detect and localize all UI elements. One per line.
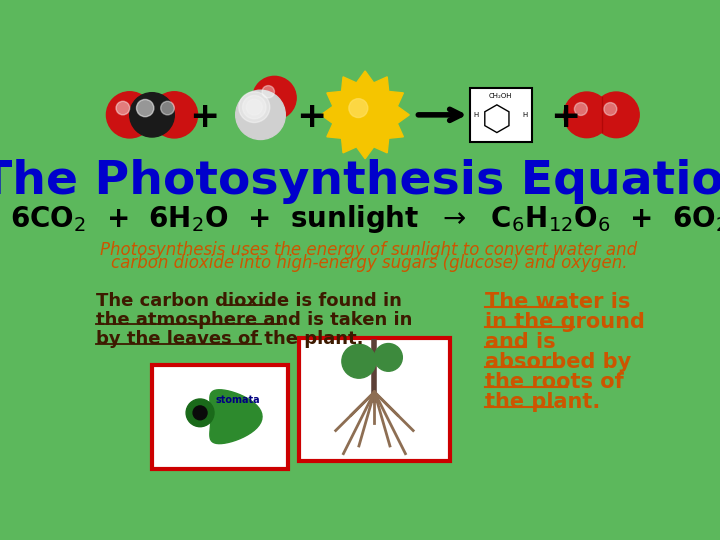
Polygon shape xyxy=(210,390,262,444)
Text: the atmosphere and is taken in: the atmosphere and is taken in xyxy=(96,311,413,329)
Circle shape xyxy=(253,76,296,119)
Circle shape xyxy=(137,99,154,117)
Text: +: + xyxy=(296,100,326,134)
Text: 6CO$_2$  +  6H$_2$O  +  sunlight  $\rightarrow$  C$_6$H$_{12}$O$_6$  +  6O$_2$: 6CO$_2$ + 6H$_2$O + sunlight $\rightarro… xyxy=(10,203,720,235)
Circle shape xyxy=(239,92,270,123)
Text: H: H xyxy=(474,112,479,118)
Circle shape xyxy=(116,102,130,115)
Text: Photosynthesis uses the energy of sunlight to convert water and: Photosynthesis uses the energy of sunlig… xyxy=(100,241,638,259)
Circle shape xyxy=(342,345,376,378)
FancyBboxPatch shape xyxy=(300,338,451,461)
Text: CH₂OH: CH₂OH xyxy=(489,92,513,99)
Text: The Photosynthesis Equation: The Photosynthesis Equation xyxy=(0,159,720,204)
Circle shape xyxy=(374,343,402,372)
FancyBboxPatch shape xyxy=(469,88,532,142)
Text: stomata: stomata xyxy=(215,395,260,405)
Polygon shape xyxy=(321,71,409,159)
Circle shape xyxy=(604,103,617,116)
Circle shape xyxy=(575,103,588,116)
Circle shape xyxy=(186,399,214,427)
Text: H: H xyxy=(523,112,528,118)
Text: and is: and is xyxy=(485,332,556,352)
FancyBboxPatch shape xyxy=(152,365,287,469)
Text: in the ground: in the ground xyxy=(485,312,645,332)
Circle shape xyxy=(338,88,392,142)
Text: the plant.: the plant. xyxy=(485,392,600,412)
Circle shape xyxy=(593,92,639,138)
Circle shape xyxy=(243,96,266,119)
Circle shape xyxy=(193,406,207,420)
Circle shape xyxy=(130,93,174,137)
Circle shape xyxy=(107,92,153,138)
Text: by the leaves of the plant.: by the leaves of the plant. xyxy=(96,330,364,348)
Text: the roots of: the roots of xyxy=(485,372,624,392)
Circle shape xyxy=(564,92,610,138)
Text: The carbon dioxide is found in: The carbon dioxide is found in xyxy=(96,292,402,310)
Circle shape xyxy=(262,85,274,98)
Text: absorbed by: absorbed by xyxy=(485,352,631,372)
Text: +: + xyxy=(550,100,580,134)
Circle shape xyxy=(235,90,285,139)
Text: The water is: The water is xyxy=(485,292,631,312)
Text: carbon dioxide into high-energy sugars (glucose) and oxygen.: carbon dioxide into high-energy sugars (… xyxy=(111,254,627,273)
Circle shape xyxy=(161,102,174,115)
Circle shape xyxy=(246,99,262,115)
Circle shape xyxy=(349,99,368,118)
Circle shape xyxy=(151,92,197,138)
Text: +: + xyxy=(189,100,220,134)
